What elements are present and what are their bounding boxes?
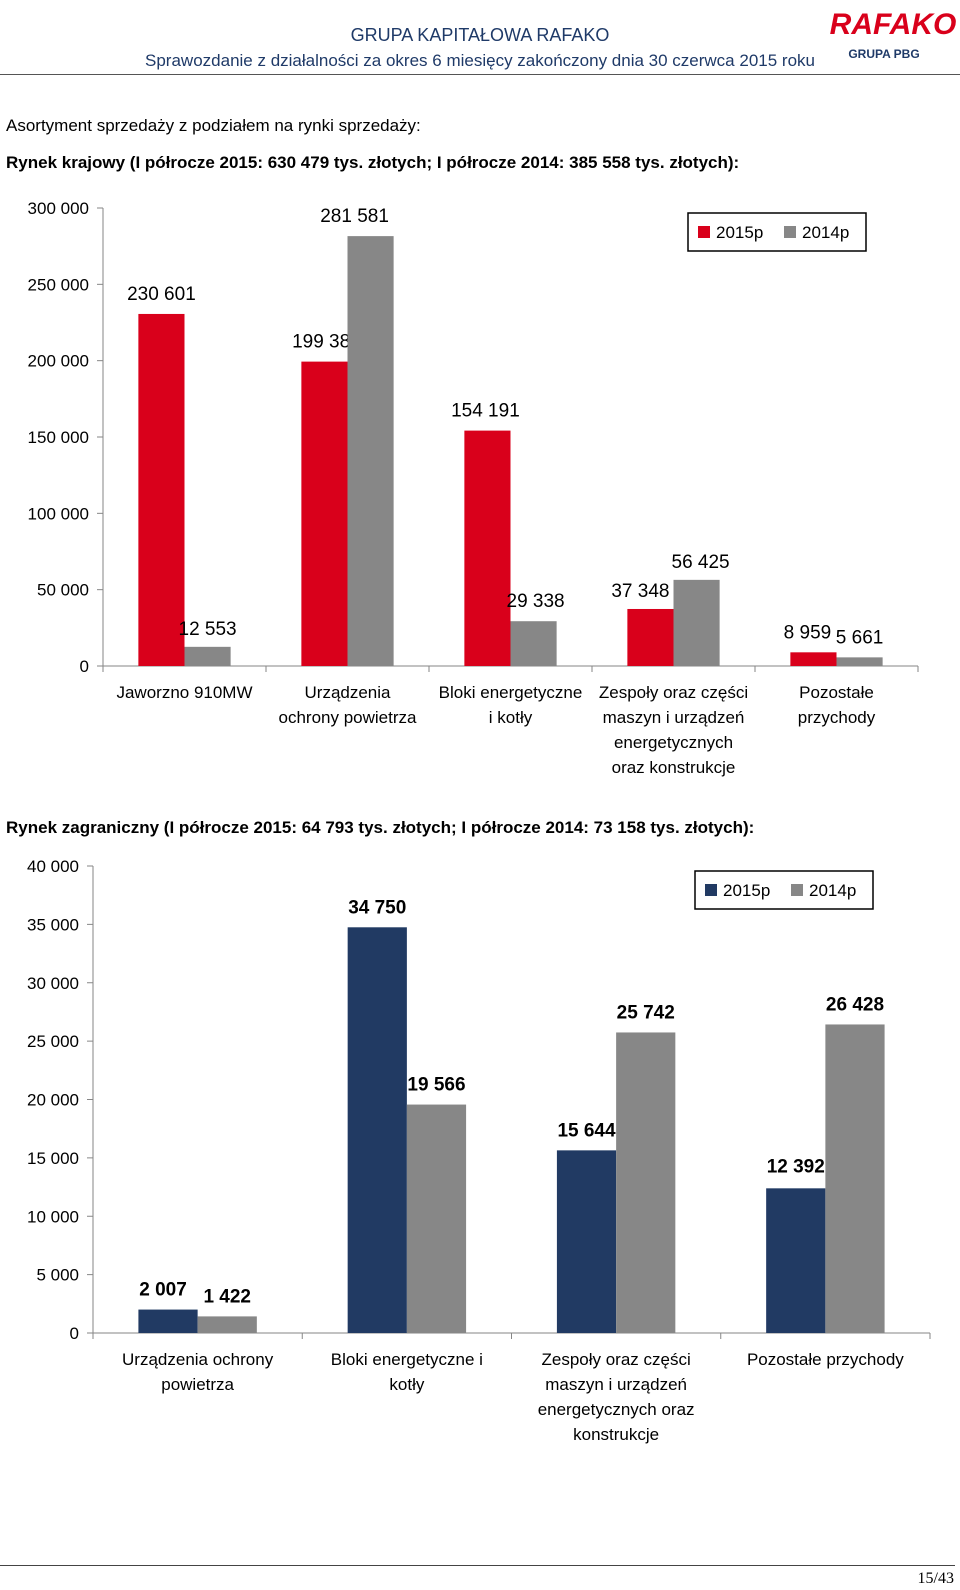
legend-swatch-2015p [705, 884, 717, 896]
page-number: 15/43 [917, 1570, 954, 1587]
legend-label-2015p: 2015p [716, 223, 763, 242]
bar-2014p-0 [197, 1316, 257, 1333]
logo-text: RAFAKO [830, 8, 957, 41]
category-label: Bloki energetyczne i [331, 1350, 483, 1369]
category-label: Jaworzno 910MW [116, 683, 252, 702]
legend-label-2014p: 2014p [809, 881, 856, 900]
legend-swatch-2014p [791, 884, 803, 896]
category-label: powietrza [161, 1375, 234, 1394]
data-label: 12 553 [179, 619, 237, 640]
section2-title: Rynek zagraniczny (I półrocze 2015: 64 7… [6, 818, 755, 837]
data-label: 8 959 [784, 622, 832, 643]
category-label: energetycznych [614, 733, 733, 752]
category-label: ochrony powietrza [279, 708, 418, 727]
header-subtitle: Sprawozdanie z działalności za okres 6 m… [145, 51, 815, 70]
chart-domestic: 0 50 000 100 000 150 000 200 000 250 000 300 0… [28, 199, 919, 777]
data-label: 29 338 [507, 591, 565, 612]
logo-sub: GRUPA PBG [848, 47, 919, 61]
category-label: Zespoły oraz części [599, 683, 748, 702]
category-label: maszyn i urządzeń [545, 1375, 687, 1394]
y-tick-label: 150 000 [28, 428, 89, 447]
bar-2014p-1 [406, 1104, 467, 1333]
rafako-logo: RAFAKO GRUPA PBG [830, 8, 957, 61]
bar-2014p-4 [836, 657, 883, 666]
data-label: 2 007 [139, 1280, 187, 1301]
data-label: 5 661 [836, 627, 884, 648]
bar-2015p-0 [138, 313, 185, 666]
bar-2015p-1 [301, 361, 348, 666]
y-tick-label: 0 [70, 1324, 79, 1343]
data-label: 12 392 [767, 1156, 825, 1177]
section1-title: Rynek krajowy (I półrocze 2015: 630 479 … [6, 153, 740, 172]
y-tick-label: 250 000 [28, 275, 89, 294]
legend-box [687, 212, 867, 252]
y-tick-label: 35 000 [27, 915, 79, 934]
y-tick-label: 100 000 [28, 504, 89, 523]
y-tick-label: 50 000 [37, 581, 89, 600]
bar-2015p-2 [556, 1150, 617, 1333]
footer-divider [0, 1565, 955, 1566]
header-title: GRUPA KAPITAŁOWA RAFAKO [350, 25, 610, 45]
legend-label-2015p: 2015p [723, 881, 770, 900]
bar-2014p-0 [184, 646, 231, 666]
category-label: Zespoły oraz części [541, 1350, 690, 1369]
data-label: 199 380 [292, 332, 361, 353]
bar-2015p-2 [464, 430, 511, 666]
data-label: 56 425 [672, 552, 730, 573]
y-tick-label: 0 [80, 657, 89, 676]
data-label: 281 581 [320, 206, 389, 227]
y-tick-label: 20 000 [27, 1091, 79, 1110]
category-label: Urządzenia [305, 683, 392, 702]
y-tick-label: 300 000 [28, 199, 89, 218]
category-label: energetycznych oraz [538, 1400, 695, 1419]
y-tick-label: 40 000 [27, 857, 79, 876]
category-label: Bloki energetyczne [439, 683, 583, 702]
category-label: oraz konstrukcje [612, 758, 736, 777]
bar-2015p-3 [627, 608, 674, 666]
bar-2015p-3 [766, 1188, 826, 1333]
bar-2015p-1 [347, 927, 407, 1333]
category-label: Pozostałe [799, 683, 874, 702]
data-label: 230 601 [127, 284, 196, 305]
y-tick-label: 5 000 [36, 1266, 79, 1285]
category-label: kotły [389, 1375, 424, 1394]
category-label: Urządzenia ochrony [122, 1350, 274, 1369]
bar-2014p-1 [347, 236, 394, 666]
data-label: 1 422 [203, 1286, 251, 1307]
bar-2015p-0 [138, 1309, 198, 1333]
bar-2014p-3 [825, 1024, 885, 1333]
data-label: 25 742 [617, 1002, 675, 1023]
y-tick-label: 15 000 [27, 1149, 79, 1168]
page-header: GRUPA KAPITAŁOWA RAFAKO Sprawozdanie z d… [0, 0, 960, 76]
bar-2014p-2 [616, 1032, 676, 1333]
intro-text: Asortyment sprzedaży z podziałem na rynk… [6, 116, 421, 135]
y-tick-label: 30 000 [27, 974, 79, 993]
category-label: Pozostałe przychody [747, 1350, 904, 1369]
data-label: 26 428 [826, 994, 884, 1015]
data-label: 34 750 [348, 897, 406, 918]
data-label: 154 191 [451, 401, 520, 422]
category-label: maszyn i urządzeń [603, 708, 745, 727]
chart-foreign: 0 5 000 10 000 15 000 20 000 25 000 30 000 35 0… [27, 857, 931, 1444]
y-tick-label: 200 000 [28, 352, 89, 371]
bar-2015p-4 [790, 652, 837, 666]
bar-2014p-2 [510, 621, 557, 666]
y-tick-label: 25 000 [27, 1032, 79, 1051]
category-label: i kotły [489, 708, 533, 727]
data-label: 37 348 [611, 581, 669, 602]
category-label: przychody [798, 708, 876, 727]
legend-box [694, 870, 874, 910]
legend-swatch-2014p [784, 226, 796, 238]
legend-swatch-2015p [698, 226, 710, 238]
bar-2014p-3 [673, 579, 720, 666]
category-label: konstrukcje [573, 1425, 659, 1444]
data-label: 15 644 [557, 1120, 616, 1141]
data-label: 19 566 [407, 1075, 465, 1096]
header-divider [0, 74, 960, 75]
y-tick-label: 10 000 [27, 1207, 79, 1226]
legend-label-2014p: 2014p [802, 223, 849, 242]
